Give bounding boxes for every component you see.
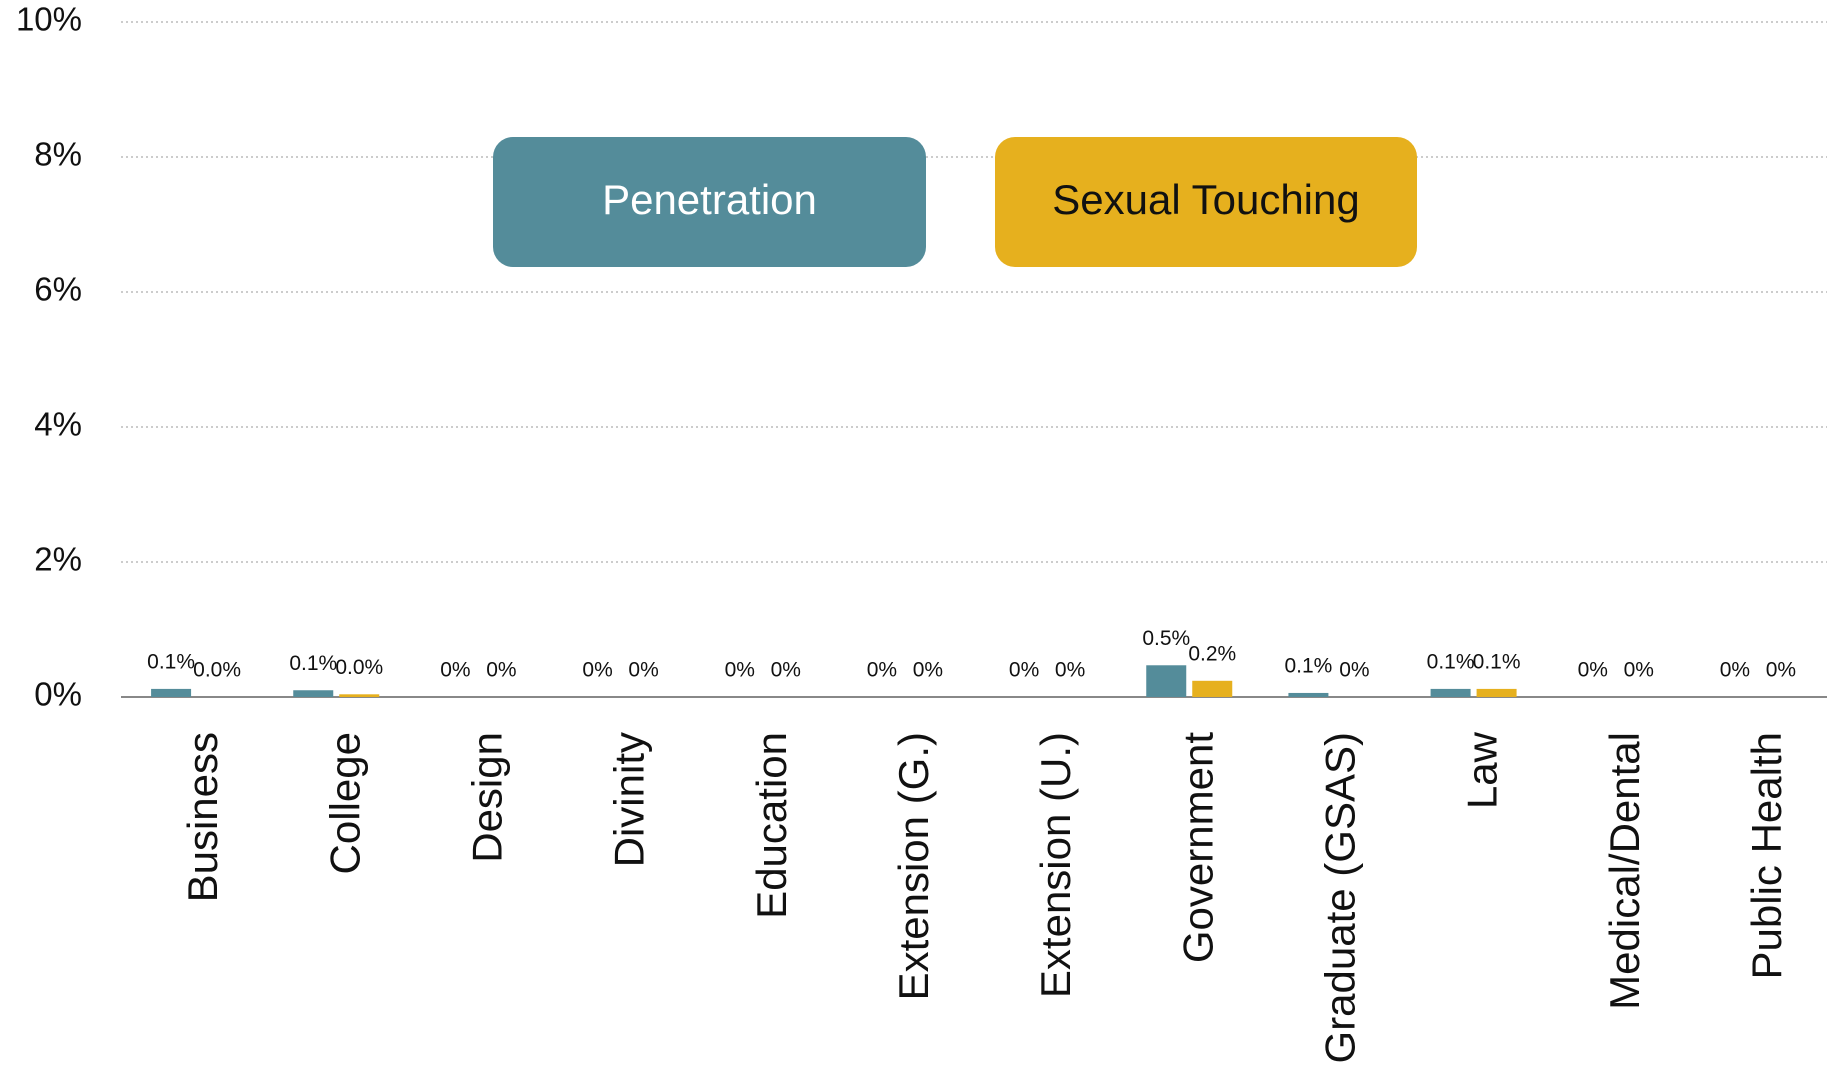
bar xyxy=(293,690,334,697)
x-tick-label: Public Health xyxy=(1743,732,1790,979)
value-label: 0.1% xyxy=(1284,654,1332,677)
value-label: 0.1% xyxy=(1427,650,1475,673)
value-label: 0.1% xyxy=(289,652,337,675)
y-tick-label: 10% xyxy=(16,1,82,38)
bar xyxy=(1476,688,1517,697)
bar xyxy=(1288,692,1329,697)
legend-box xyxy=(493,137,926,267)
value-label: 0.5% xyxy=(1142,627,1190,650)
x-tick-label: Graduate (GSAS) xyxy=(1317,732,1364,1063)
legend-label: Penetration xyxy=(602,176,817,223)
bar xyxy=(1430,688,1471,697)
y-tick-label: 4% xyxy=(34,406,82,443)
value-label: 0% xyxy=(440,659,470,682)
value-label: 0% xyxy=(725,659,755,682)
value-label: 0% xyxy=(1055,659,1085,682)
value-label: 0% xyxy=(1339,659,1369,682)
bar xyxy=(1146,665,1187,697)
value-label: 0% xyxy=(628,659,658,682)
x-tick-label: Design xyxy=(464,732,511,863)
x-tick-label: Extension (U.) xyxy=(1032,732,1079,998)
value-label: 0.1% xyxy=(1473,650,1521,673)
value-label: 0.1% xyxy=(147,650,195,673)
value-label: 0% xyxy=(1009,659,1039,682)
value-label: 0% xyxy=(1766,659,1796,682)
x-tick-label: Government xyxy=(1174,732,1221,963)
y-tick-label: 0% xyxy=(34,676,82,713)
y-tick-label: 6% xyxy=(34,271,82,308)
x-tick-label: Business xyxy=(179,732,226,902)
legend-item: Penetration xyxy=(493,137,926,267)
x-tick-label: Extension (G.) xyxy=(890,732,937,1000)
value-label: 0.0% xyxy=(335,656,383,679)
x-tick-label: Medical/Dental xyxy=(1601,732,1648,1010)
x-tick-label: Education xyxy=(748,732,795,919)
legend-item: Sexual Touching xyxy=(995,137,1417,267)
value-label: 0.2% xyxy=(1188,642,1236,665)
value-label: 0% xyxy=(867,659,897,682)
value-label: 0% xyxy=(913,659,943,682)
bar xyxy=(151,688,192,697)
value-label: 0% xyxy=(582,659,612,682)
y-tick-label: 2% xyxy=(34,541,82,578)
y-tick-label: 8% xyxy=(34,136,82,173)
value-label: 0% xyxy=(1624,659,1654,682)
value-label: 0% xyxy=(1578,659,1608,682)
bar xyxy=(1192,680,1233,697)
bar xyxy=(339,694,380,697)
x-tick-label: College xyxy=(321,732,368,874)
value-label: 0% xyxy=(771,659,801,682)
x-tick-label: Law xyxy=(1459,731,1506,809)
x-tick-label: Divinity xyxy=(606,732,653,867)
value-label: 0.0% xyxy=(193,659,241,682)
value-label: 0% xyxy=(486,659,516,682)
legend-box xyxy=(995,137,1417,267)
value-label: 0% xyxy=(1720,659,1750,682)
legend-label: Sexual Touching xyxy=(1052,176,1359,223)
